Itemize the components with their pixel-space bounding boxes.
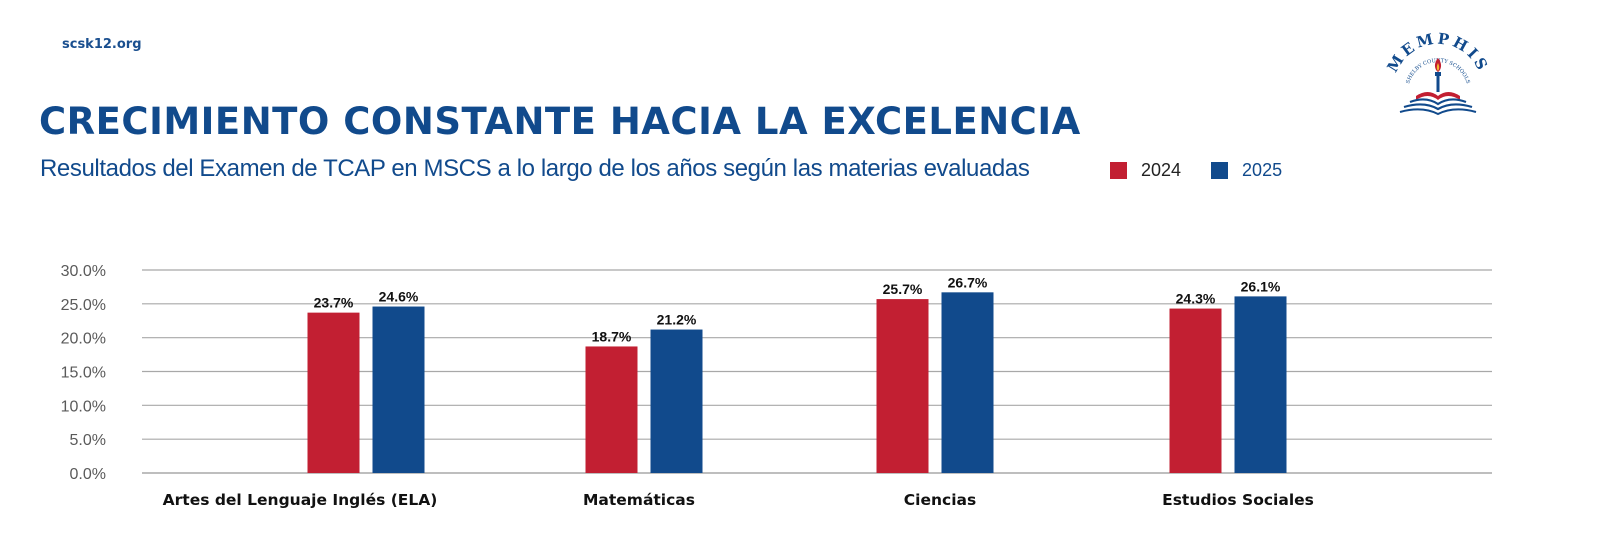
site-url[interactable]: scsk12.org (62, 37, 142, 52)
legend-item-2024: 2024 (1110, 160, 1181, 181)
data-label-2024: 24.3% (1176, 291, 1216, 307)
book-icon (1399, 92, 1477, 116)
y-tick-label: 0.0% (70, 466, 106, 483)
data-label-2025: 26.7% (948, 274, 988, 290)
y-tick-label: 30.0% (61, 263, 106, 280)
bar-2024 (1169, 308, 1222, 473)
y-tick-label: 10.0% (61, 398, 106, 415)
bar-2024 (307, 312, 360, 473)
data-label-2024: 18.7% (592, 328, 632, 344)
bar-2025 (941, 292, 994, 473)
legend-swatch-2024 (1110, 162, 1127, 179)
x-category-label: Estudios Sociales (1162, 491, 1314, 509)
page-title: CRECIMIENTO CONSTANTE HACIA LA EXCELENCI… (39, 100, 1081, 143)
data-label-2025: 21.2% (657, 312, 697, 328)
y-tick-label: 15.0% (61, 365, 106, 382)
y-tick-label: 20.0% (61, 331, 106, 348)
bar-2025 (372, 306, 425, 473)
x-category-label: Ciencias (904, 491, 976, 509)
data-label-2024: 25.7% (883, 281, 923, 297)
data-label-2024: 23.7% (314, 295, 354, 311)
data-label-2025: 26.1% (1241, 278, 1281, 294)
legend-label-2024: 2024 (1141, 160, 1182, 180)
bar-2024 (585, 346, 638, 473)
chart-subtitle: Resultados del Examen de TCAP en MSCS a … (40, 155, 1030, 182)
chart-legend: 2024 2025 (1110, 160, 1312, 181)
bar-2025 (1234, 296, 1287, 473)
y-tick-label: 5.0% (70, 432, 106, 449)
y-tick-label: 25.0% (61, 297, 106, 314)
bar-2025 (650, 329, 703, 473)
legend-item-2025: 2025 (1211, 160, 1282, 181)
x-category-label: Matemáticas (583, 491, 695, 509)
legend-swatch-2025 (1211, 162, 1229, 179)
legend-label-2025: 2025 (1242, 160, 1283, 180)
data-label-2025: 24.6% (379, 289, 419, 305)
bar-2024 (876, 299, 929, 473)
x-category-label: Artes del Lenguaje Inglés (ELA) (163, 491, 438, 509)
torch-icon (1434, 58, 1442, 92)
